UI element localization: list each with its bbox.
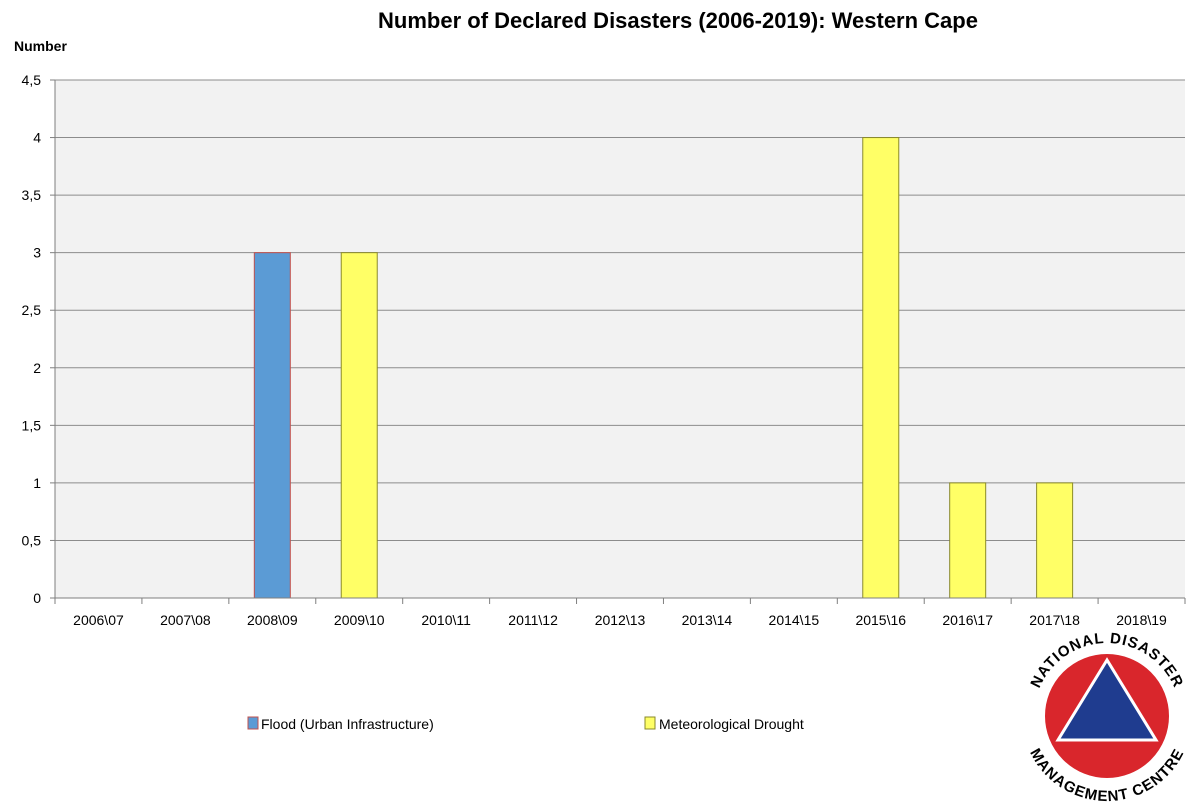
x-tick-label: 2008\09 [247,612,298,628]
x-axis-ticks: 2006\07 2007\08 2008\09 2009\10 2010\11 2011\… [54,598,1186,628]
ndmc-logo: NATIONAL DISASTER MANAGEMENT CENTRE [1019,628,1195,802]
y-tick-label: 0 [33,590,41,606]
x-tick-label: 2018\19 [1116,612,1167,628]
x-tick-label: 2017\18 [1029,612,1080,628]
legend-swatch-drought [644,716,656,730]
legend: Flood (Urban Infrastructure) Meteorologi… [247,716,804,732]
bars [253,137,1074,599]
x-tick-label: 2015\16 [855,612,906,628]
logo-disc-rim [1043,652,1171,780]
bar-drought-11 [1036,482,1074,599]
legend-label-drought: Meteorological Drought [659,716,804,732]
x-tick-label: 2012\13 [595,612,646,628]
bar-flood-2 [253,252,291,599]
x-tick-label: 2007\08 [160,612,211,628]
bar-drought-9 [862,137,900,599]
y-tick-label: 1 [33,475,41,491]
y-tick-label: 3,5 [22,187,42,203]
legend-swatch-flood [247,716,259,730]
logo-triangle [1055,657,1159,742]
legend-label-flood: Flood (Urban Infrastructure) [261,716,434,732]
plot-area [55,80,1185,598]
y-tick-label: 3 [33,245,41,261]
gridlines [55,79,1185,599]
x-tick-label: 2011\12 [508,612,558,628]
x-tick-label: 2006\07 [73,612,124,628]
y-tick-label: 4,5 [22,72,42,88]
y-tick-label: 0,5 [22,532,42,548]
x-tick-label: 2016\17 [942,612,993,628]
y-axis-ticks: 0 0,5 1 1,5 2 2,5 3 3,5 4 4,5 [22,72,56,606]
y-tick-label: 1,5 [22,417,42,433]
y-tick-label: 2 [33,360,41,376]
x-tick-label: 2013\14 [682,612,733,628]
x-tick-label: 2010\11 [421,612,471,628]
bar-drought-10 [949,482,987,599]
y-axis-label: Number [14,38,67,54]
y-tick-label: 4 [33,130,41,146]
x-tick-label: 2014\15 [769,612,820,628]
y-tick-label: 2,5 [22,302,42,318]
bar-drought-3 [340,252,378,599]
x-tick-label: 2009\10 [334,612,385,628]
chart-title: Number of Declared Disasters (2006-2019)… [378,8,978,33]
